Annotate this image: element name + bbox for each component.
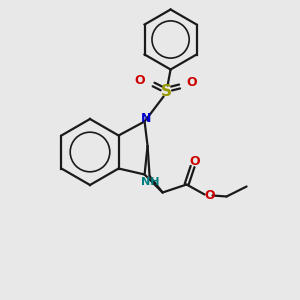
Text: N: N xyxy=(140,112,151,125)
Text: O: O xyxy=(134,74,145,87)
Text: S: S xyxy=(161,84,172,99)
Text: NH: NH xyxy=(141,177,160,187)
Text: O: O xyxy=(186,76,197,89)
Text: O: O xyxy=(189,155,200,168)
Text: O: O xyxy=(204,189,215,202)
